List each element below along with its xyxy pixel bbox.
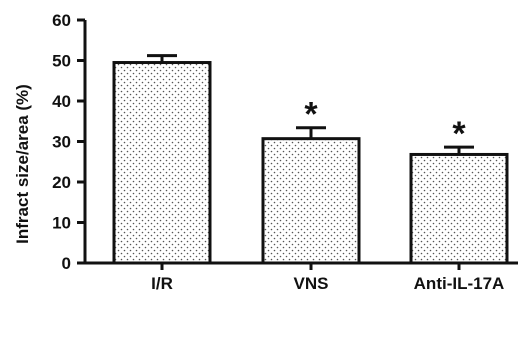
x-tick-label-i-r: I/R <box>151 274 173 293</box>
y-tick-label-20: 20 <box>52 173 71 192</box>
bar-vns <box>261 137 361 265</box>
x-tick-label-vns: VNS <box>294 274 329 293</box>
bars <box>112 61 509 265</box>
y-tick-label-50: 50 <box>52 52 71 71</box>
category-labels: I/R VNS Anti-IL-17A <box>151 274 504 293</box>
y-tick-label-0: 0 <box>62 254 71 273</box>
bar-anti-il-17a <box>409 152 509 265</box>
y-tick-label-40: 40 <box>52 92 71 111</box>
x-tick-label-anti-il-17a: Anti-IL-17A <box>414 274 505 293</box>
bar-i-r <box>112 61 212 265</box>
significance-mark-vns: * <box>304 96 318 134</box>
y-axis-title: Infract size/area (%) <box>13 84 32 244</box>
y-tick-label-60: 60 <box>52 11 71 30</box>
y-tick-label-10: 10 <box>52 214 71 233</box>
significance-mark-anti-il-17a: * <box>452 115 466 153</box>
error-bars <box>147 54 474 155</box>
y-tick-label-30: 30 <box>52 133 71 152</box>
significance-marks: ** <box>304 96 466 153</box>
